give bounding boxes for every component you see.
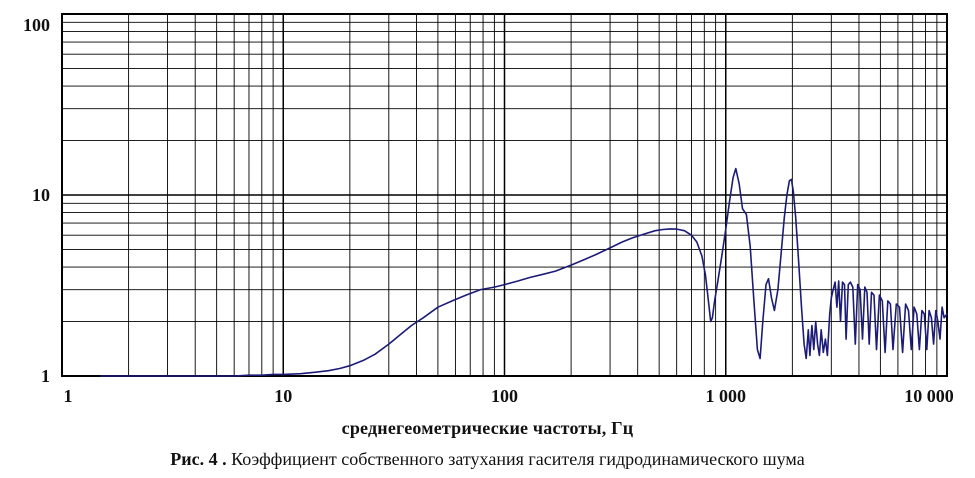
- figure-caption: Рис. 4 . Коэффициент собственного затуха…: [0, 449, 975, 470]
- caption-text: Коэффициент собственного затухания гасит…: [226, 449, 805, 469]
- x-tick-label: 100: [491, 386, 518, 406]
- x-axis-title: среднегеометрические частоты, Гц: [341, 418, 634, 438]
- chart-canvas: 1 10 100 1 10 100 1 000 10 000: [23, 13, 954, 406]
- x-tick-label: 10: [274, 386, 292, 406]
- caption-number: Рис. 4 .: [170, 449, 227, 469]
- x-tick-label: 10 000: [904, 386, 954, 406]
- plot-border: [61, 13, 948, 377]
- x-tick-label: 1: [64, 386, 73, 406]
- y-tick-label: 10: [32, 185, 50, 205]
- y-tick-label: 100: [23, 15, 50, 35]
- series-line: [100, 167, 948, 377]
- x-tick-label: 1 000: [706, 386, 747, 406]
- y-tick-label: 1: [41, 366, 50, 386]
